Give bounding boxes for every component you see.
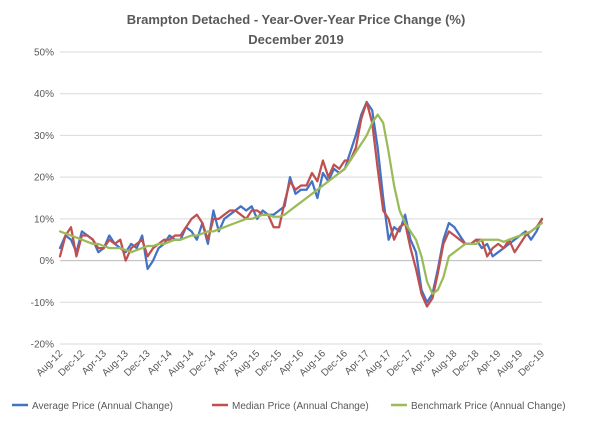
y-tick-label: 50% bbox=[34, 48, 54, 59]
legend-label: Average Price (Annual Change) bbox=[32, 401, 173, 412]
legend-label: Median Price (Annual Change) bbox=[232, 401, 369, 412]
series-line-2 bbox=[58, 100, 544, 308]
y-tick-label: 0% bbox=[40, 256, 55, 267]
y-tick-label: 10% bbox=[34, 214, 54, 225]
y-tick-label: 40% bbox=[34, 89, 54, 100]
y-tick-label: -10% bbox=[31, 298, 54, 309]
y-tick-label: 30% bbox=[34, 131, 54, 142]
y-tick-label: 20% bbox=[34, 173, 54, 184]
y-tick-label: -20% bbox=[31, 340, 54, 351]
chart-title: Brampton Detached - Year-Over-Year Price… bbox=[127, 12, 466, 27]
chart-subtitle: December 2019 bbox=[248, 32, 343, 47]
series-line-3 bbox=[58, 113, 544, 296]
series-lines bbox=[58, 100, 544, 308]
legend-label: Benchmark Price (Annual Change) bbox=[411, 401, 566, 412]
legend: Average Price (Annual Change) Median Pric… bbox=[12, 401, 566, 412]
y-axis-tick-labels: -20% -10% 0% 10% 20% 30% 40% 50% bbox=[31, 48, 54, 351]
gridlines bbox=[60, 51, 542, 345]
